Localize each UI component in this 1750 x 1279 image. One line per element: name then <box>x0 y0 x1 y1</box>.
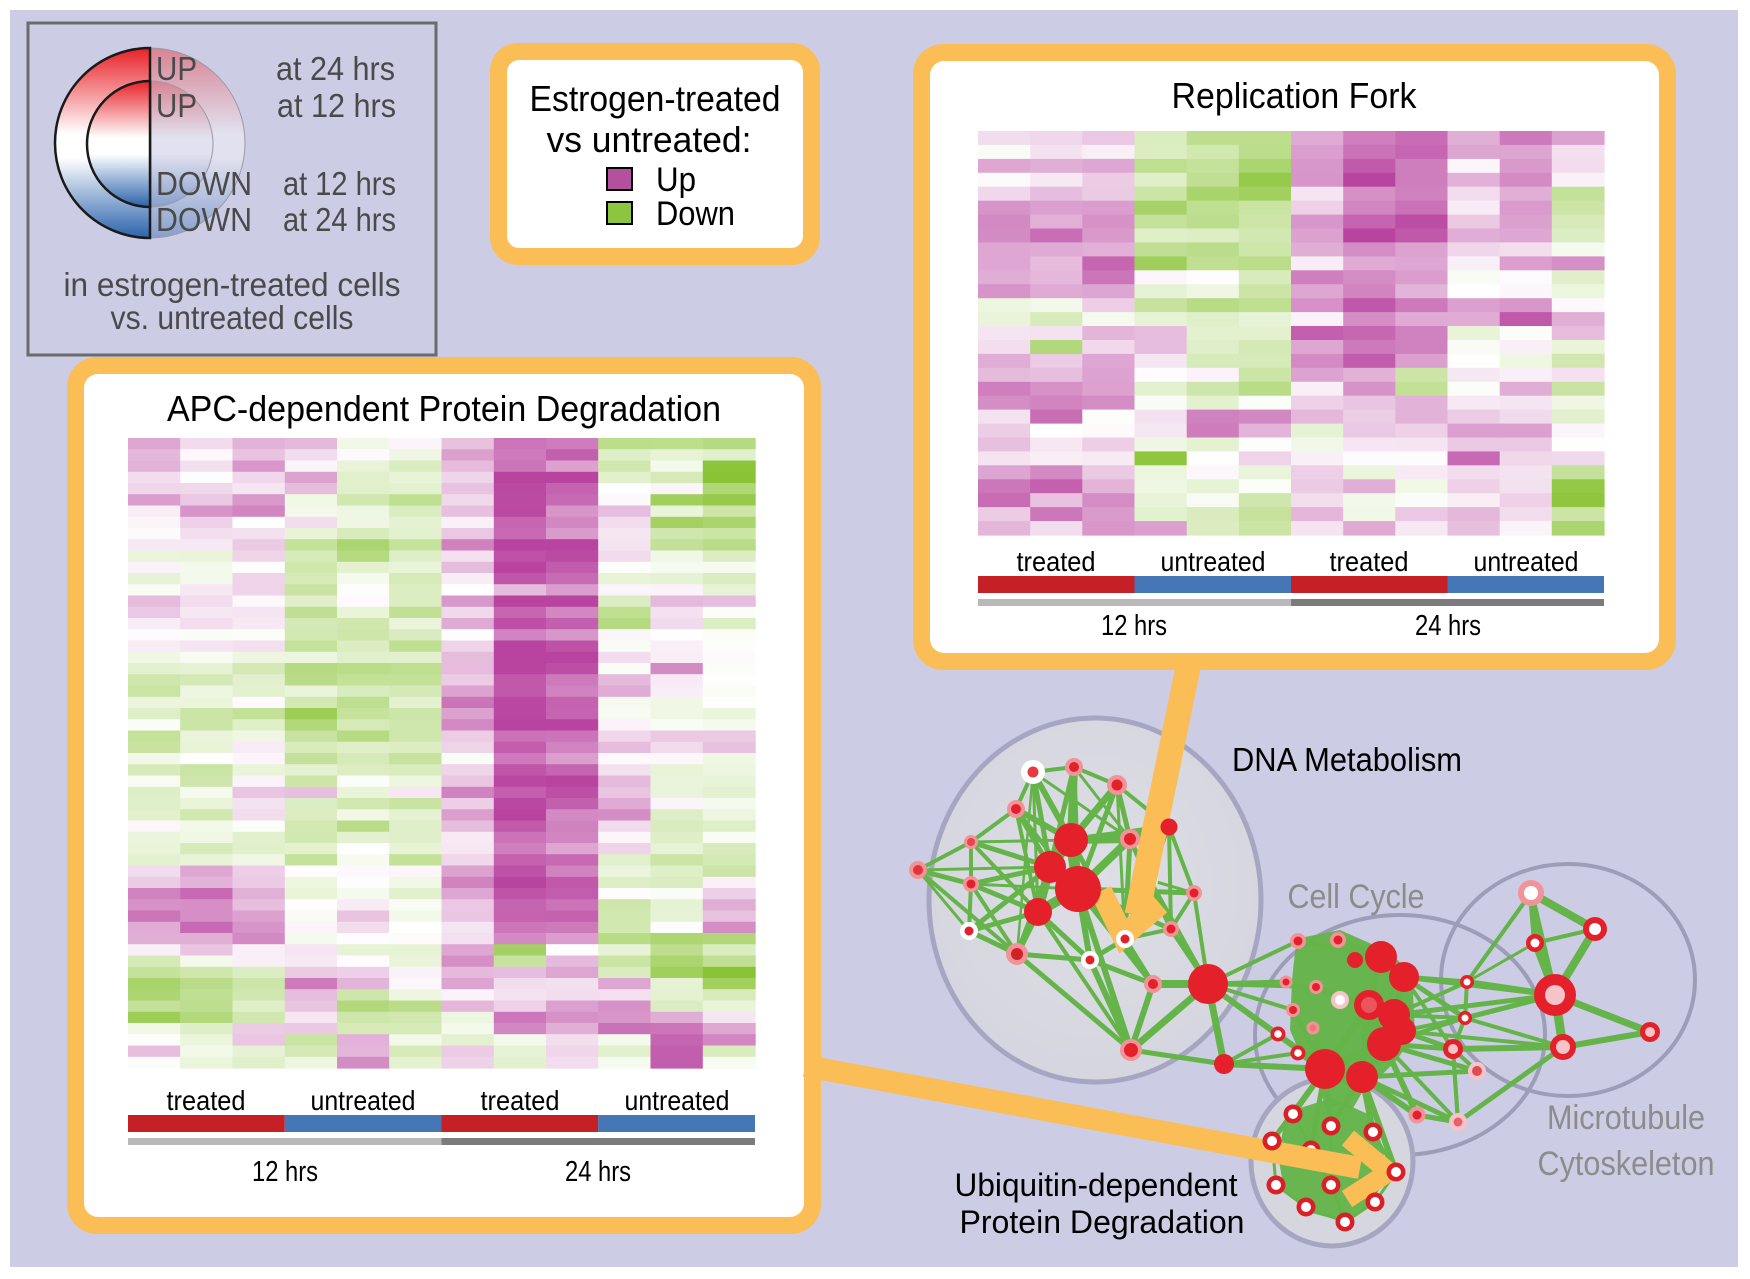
svg-text:untreated: untreated <box>1161 546 1266 577</box>
svg-text:DOWN: DOWN <box>156 201 252 238</box>
svg-text:UP: UP <box>156 87 197 124</box>
svg-text:Microtubule: Microtubule <box>1547 1099 1705 1137</box>
svg-text:vs untreated:: vs untreated: <box>547 119 752 160</box>
svg-text:Estrogen-treated: Estrogen-treated <box>530 78 781 119</box>
svg-text:at 12 hrs: at 12 hrs <box>283 165 396 202</box>
svg-text:Down: Down <box>656 195 735 233</box>
svg-text:untreated: untreated <box>625 1085 730 1116</box>
svg-text:APC-dependent Protein Degradat: APC-dependent Protein Degradation <box>167 388 721 429</box>
svg-text:treated: treated <box>481 1085 560 1116</box>
svg-text:vs. untreated cells: vs. untreated cells <box>111 299 354 336</box>
svg-text:at 12 hrs: at 12 hrs <box>277 87 396 124</box>
svg-text:UP: UP <box>156 50 197 87</box>
svg-text:in estrogen-treated cells: in estrogen-treated cells <box>64 266 401 303</box>
svg-text:Cell Cycle: Cell Cycle <box>1288 878 1425 916</box>
svg-text:at 24 hrs: at 24 hrs <box>276 50 395 87</box>
svg-text:24 hrs: 24 hrs <box>565 1156 631 1188</box>
svg-text:untreated: untreated <box>1474 546 1579 577</box>
svg-text:12 hrs: 12 hrs <box>1101 610 1167 642</box>
svg-text:treated: treated <box>1017 546 1096 577</box>
svg-text:Ubiquitin-dependent: Ubiquitin-dependent <box>955 1167 1238 1203</box>
svg-text:24 hrs: 24 hrs <box>1415 610 1481 642</box>
svg-text:DOWN: DOWN <box>156 165 252 202</box>
svg-text:at 24 hrs: at 24 hrs <box>283 201 396 238</box>
svg-text:Cytoskeleton: Cytoskeleton <box>1538 1145 1715 1183</box>
svg-text:12 hrs: 12 hrs <box>252 1156 318 1188</box>
svg-text:treated: treated <box>1330 546 1409 577</box>
svg-text:Protein Degradation: Protein Degradation <box>960 1204 1245 1240</box>
svg-text:treated: treated <box>167 1085 246 1116</box>
svg-text:untreated: untreated <box>311 1085 416 1116</box>
svg-text:Up: Up <box>656 161 696 199</box>
svg-text:DNA Metabolism: DNA Metabolism <box>1232 741 1462 778</box>
svg-text:Replication Fork: Replication Fork <box>1172 75 1418 116</box>
